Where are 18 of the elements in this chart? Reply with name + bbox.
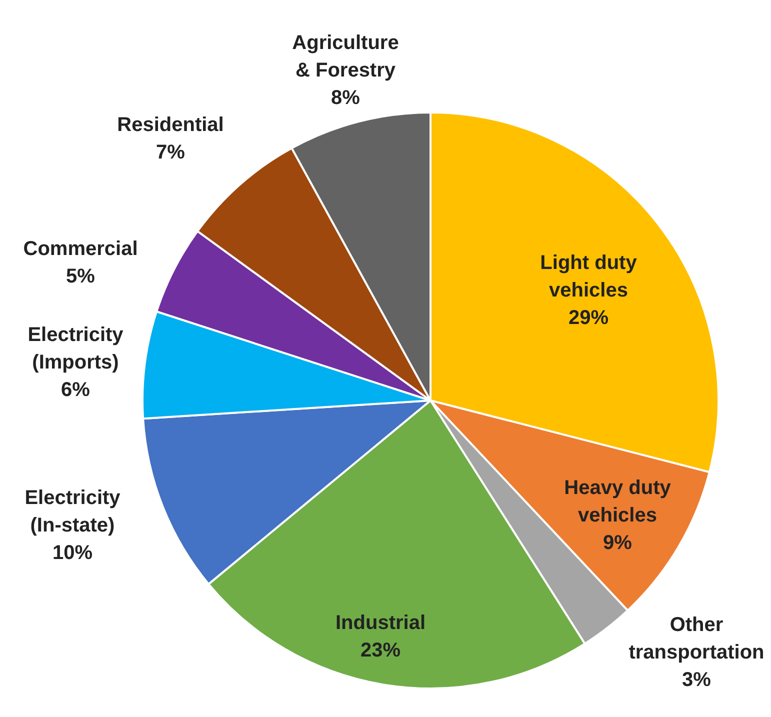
data-label: 23% [360,639,401,662]
data-label: 7% [156,141,186,164]
data-label: 10% [52,542,93,564]
data-label: 29% [568,307,609,329]
slice-label: Agriculture & Forestry [292,32,399,82]
data-label: 5% [66,265,96,288]
slice-label: Heavy duty vehicles [564,477,672,526]
slice-label: Electricity (In-state) [24,487,122,536]
slice-label: Other transportation [628,614,764,664]
data-label: 3% [682,669,712,691]
data-label: 9% [603,532,632,554]
slice-label: Industrial [335,612,426,634]
slice-label: Electricity (Imports) [28,324,124,374]
data-label: 6% [61,379,90,401]
slice-label: Residential [117,114,224,136]
data-label: 8% [331,87,360,109]
slice-label: Commercial [23,238,138,260]
slice-label: Light duty vehicles [540,252,638,302]
